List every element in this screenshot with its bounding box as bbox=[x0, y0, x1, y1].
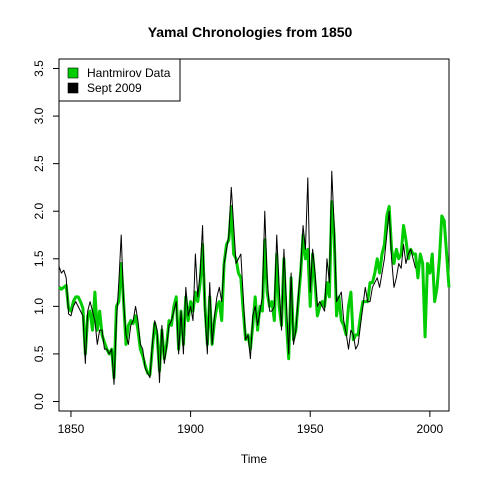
legend-label: Sept 2009 bbox=[87, 81, 142, 95]
legend-swatch bbox=[67, 67, 79, 79]
x-tick-label: 1900 bbox=[177, 422, 204, 436]
y-tick-label: 1.0 bbox=[32, 298, 46, 315]
legend-swatch bbox=[67, 82, 79, 94]
x-tick-label: 1950 bbox=[297, 422, 324, 436]
chart-title: Yamal Chronologies from 1850 bbox=[148, 24, 353, 40]
legend-box bbox=[58, 58, 181, 102]
y-tick-label: 0.0 bbox=[32, 393, 46, 410]
y-tick-label: 0.5 bbox=[32, 345, 46, 362]
series-line-sept-2009 bbox=[58, 170, 416, 385]
y-tick-label: 1.5 bbox=[32, 250, 46, 267]
series-layer bbox=[58, 170, 451, 385]
x-axis-label: Time bbox=[241, 452, 268, 466]
x-tick-label: 1850 bbox=[58, 422, 85, 436]
plot-frame bbox=[58, 58, 450, 412]
y-tick-label: 2.0 bbox=[32, 203, 46, 220]
y-tick-label: 3.5 bbox=[32, 60, 46, 77]
x-axis: 1850 1900 1950 2000 bbox=[58, 411, 444, 436]
y-tick-label: 3.0 bbox=[32, 107, 46, 124]
x-tick-label: 2000 bbox=[417, 422, 444, 436]
y-axis: 0.0 0.5 1.0 1.5 2.0 2.5 3.0 3.5 bbox=[32, 60, 59, 410]
legend-label: Hantmirov Data bbox=[87, 66, 171, 80]
y-tick-label: 2.5 bbox=[32, 155, 46, 172]
